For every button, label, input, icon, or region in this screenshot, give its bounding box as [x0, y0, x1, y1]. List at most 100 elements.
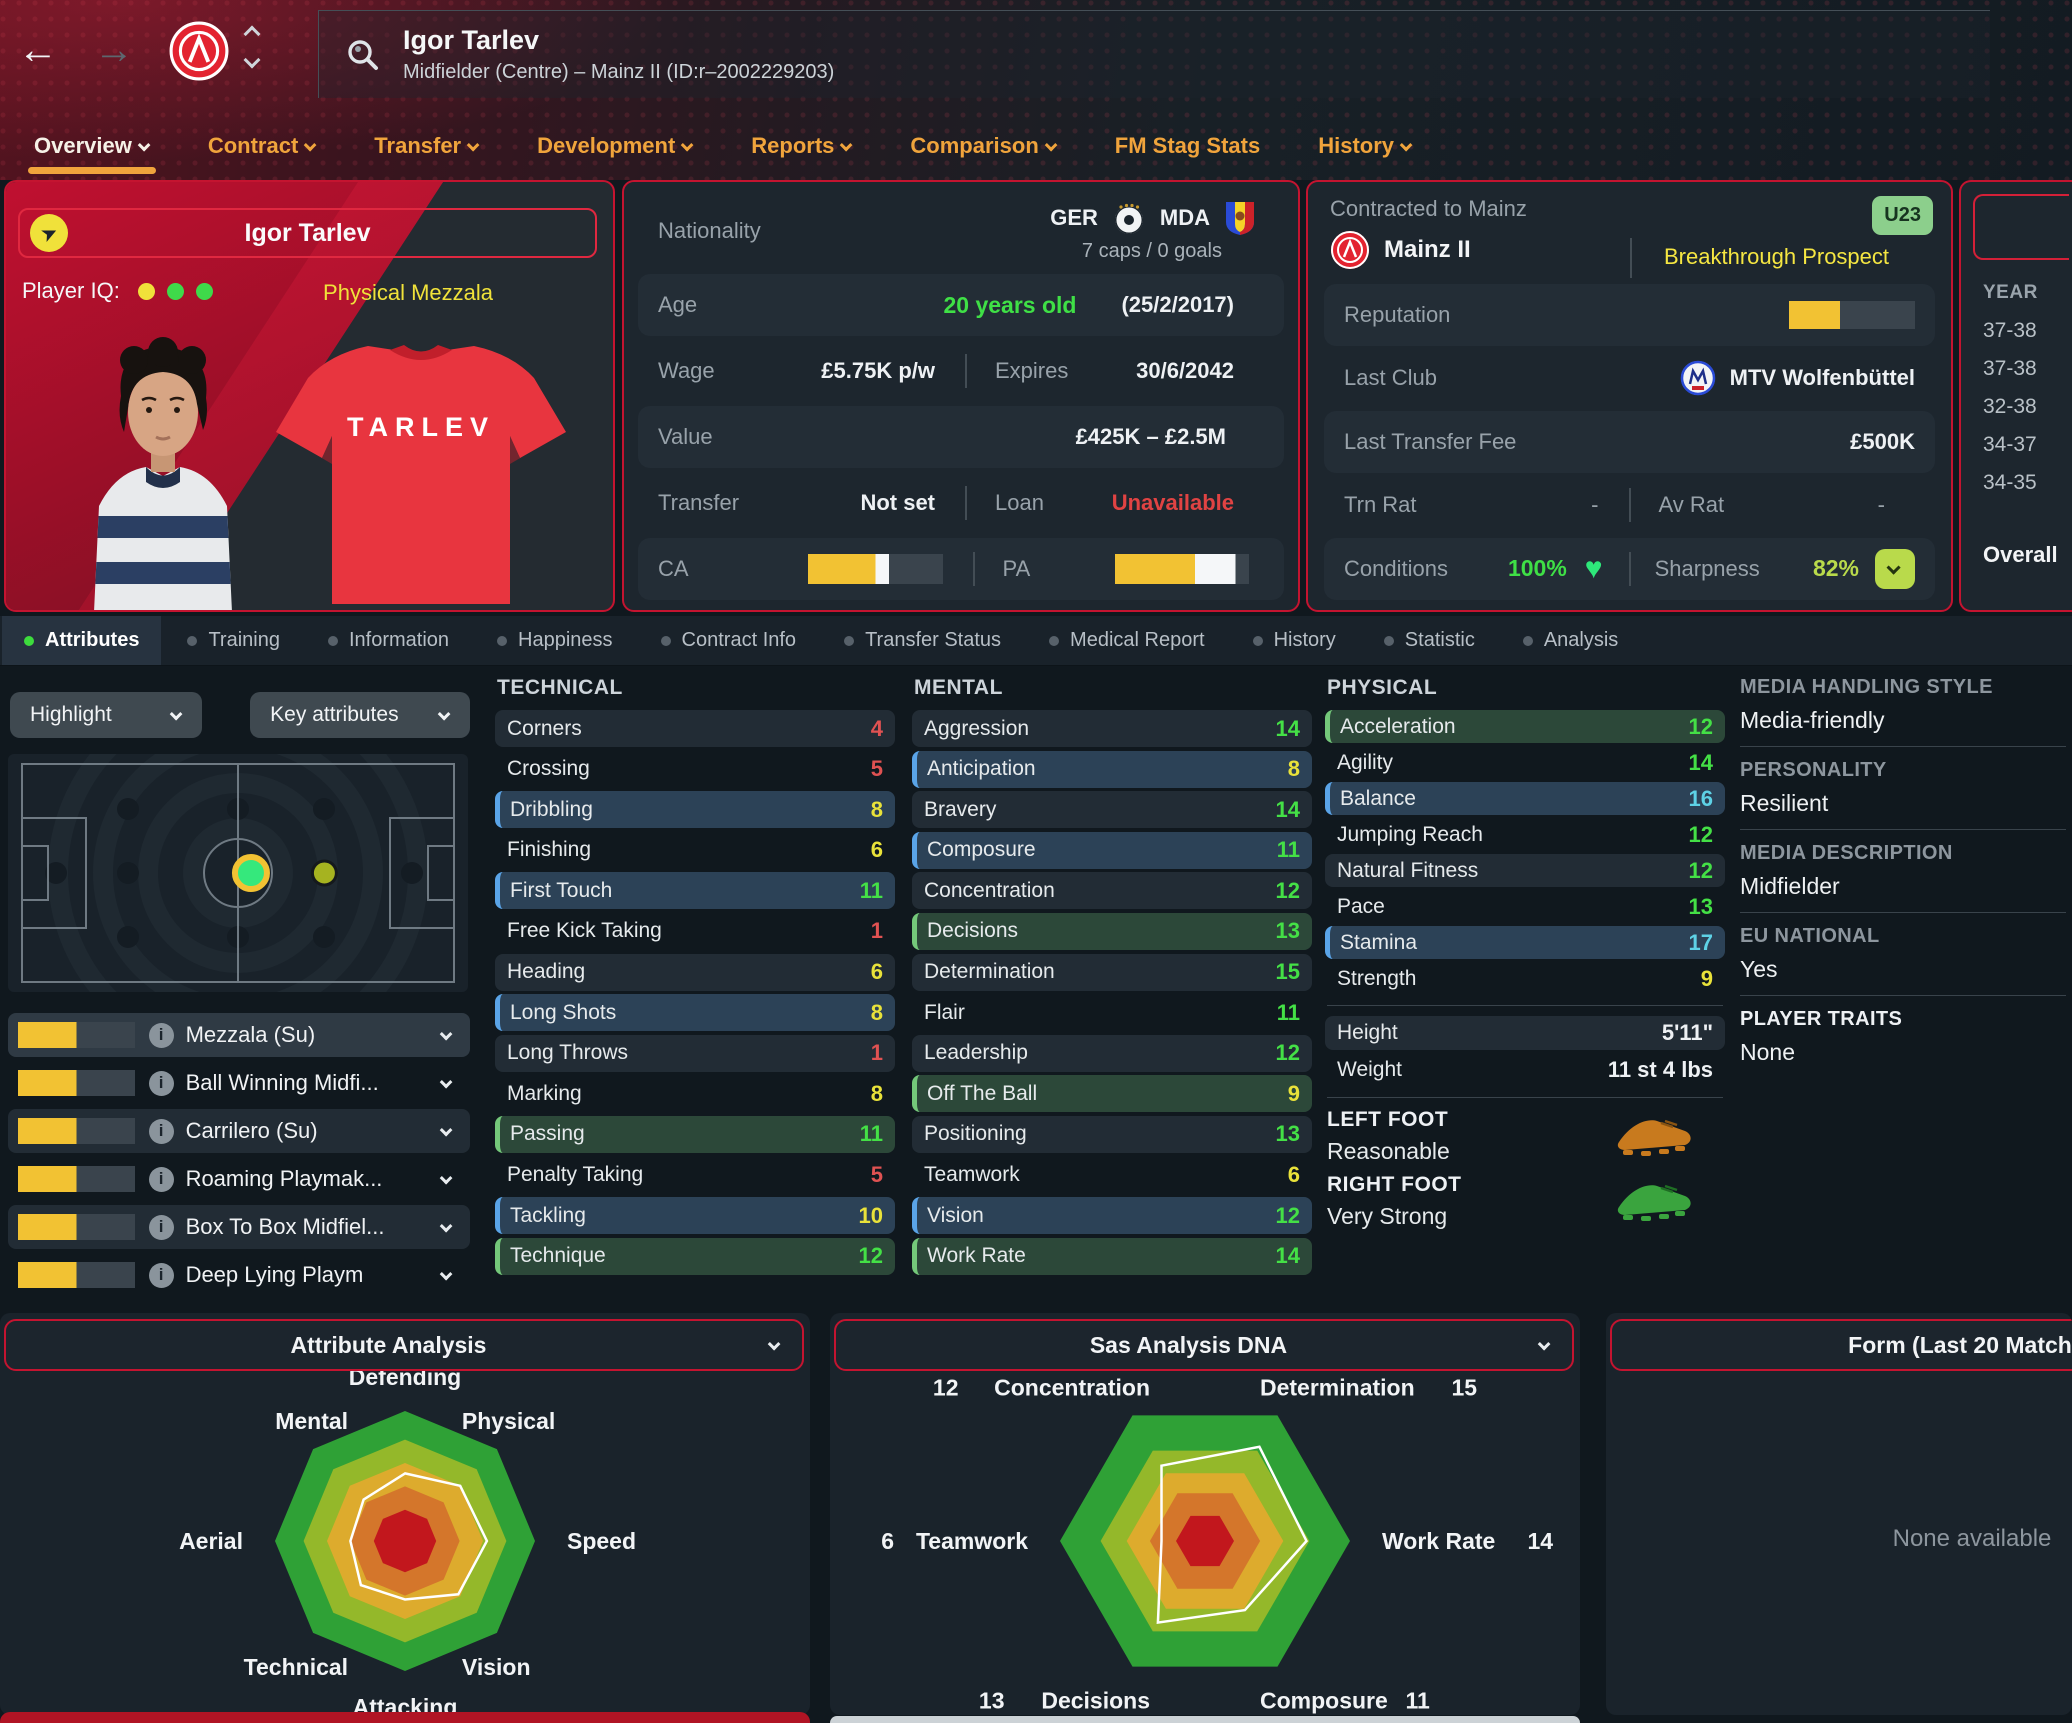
chevron-down-icon[interactable] — [439, 1267, 453, 1280]
highlight-dropdown[interactable]: Highlight — [10, 692, 203, 738]
section-tab-label: Attributes — [45, 629, 140, 651]
tab-label: Transfer — [374, 133, 462, 158]
section-tab-history[interactable]: History — [1231, 616, 1358, 665]
star-icon: ★ — [808, 554, 835, 584]
tab-status-dot-icon — [497, 635, 508, 646]
chevron-down-icon[interactable] — [439, 1219, 453, 1232]
left-foot-value: Reasonable — [1327, 1138, 1450, 1164]
attribute-value: 17 — [1688, 929, 1713, 955]
contract-header: Contracted to Mainz Mainz II Breakthroug… — [1324, 192, 1935, 282]
chevron-down-icon[interactable] — [439, 1027, 453, 1040]
info-icon[interactable]: i — [148, 1214, 174, 1240]
attribute-value: 10 — [858, 1202, 883, 1228]
attribute-value: 14 — [1275, 796, 1300, 822]
primary-position-dot[interactable] — [231, 854, 270, 892]
section-tab-statistic[interactable]: Statistic — [1362, 616, 1497, 665]
radar-band — [1176, 1515, 1234, 1567]
section-tab-analysis[interactable]: Analysis — [1501, 616, 1640, 665]
star-icon: ★ — [64, 1069, 88, 1096]
divider — [1740, 829, 2066, 830]
section-tab-happiness[interactable]: Happiness — [475, 616, 635, 665]
search-bar[interactable]: Igor Tarlev Midfielder (Centre) – Mainz … — [318, 10, 1990, 98]
info-icon[interactable]: i — [148, 1118, 174, 1144]
year-selector-box[interactable] — [1973, 194, 2069, 260]
club-name[interactable]: Mainz II — [1384, 236, 1471, 263]
back-button[interactable]: ← — [10, 22, 66, 78]
profile-value-player-traits: None — [1740, 1039, 1795, 1065]
radar-axis-text: Teamwork — [916, 1528, 1028, 1554]
info-icon[interactable]: i — [148, 1166, 174, 1192]
chevron-down-icon — [169, 707, 183, 720]
star-icon: ★ — [111, 1165, 135, 1192]
tab-contract[interactable]: Contract — [208, 118, 317, 174]
tab-overview[interactable]: Overview — [28, 118, 156, 174]
tab-development[interactable]: Development — [537, 118, 694, 174]
attribute-row-first-touch: First Touch 11 — [495, 872, 895, 910]
conditions-label: Conditions — [1344, 555, 1448, 581]
section-tab-information[interactable]: Information — [306, 616, 471, 665]
attribute-row-agility: Agility 14 — [1325, 746, 1725, 779]
chevron-down-icon[interactable] — [439, 1123, 453, 1136]
info-icon[interactable]: i — [148, 1022, 174, 1048]
info-icon[interactable]: i — [148, 1262, 174, 1288]
attribute-row-strength: Strength 9 — [1325, 962, 1725, 995]
section-tab-training[interactable]: Training — [165, 616, 302, 665]
tab-transfer[interactable]: Transfer — [374, 118, 480, 174]
technical-header: TECHNICAL — [497, 676, 623, 699]
physical-attributes-column: PHYSICAL Acceleration 12 Agility 14 Balance 1… — [1325, 676, 1725, 1236]
form-dropdown[interactable]: Form (Last 20 Match — [1610, 1319, 2072, 1371]
value-value: £425K – £2.5M — [1075, 424, 1226, 449]
year-rows: 37-38 37-38 32-38 34-37 34-35 — [1961, 312, 2072, 502]
section-tab-medical-report[interactable]: Medical Report — [1027, 616, 1227, 665]
chevron-down-icon — [466, 138, 480, 151]
info-icon[interactable]: i — [148, 1070, 174, 1096]
weight-row: Weight 11 st 4 lbs — [1325, 1053, 1725, 1087]
highlight-dropdown-label: Highlight — [30, 703, 112, 726]
attribute-name: Heading — [507, 960, 586, 984]
dob-value: (25/2/2017) — [1121, 292, 1234, 317]
attribute-name: Technique — [510, 1244, 606, 1268]
expires-value: 30/6/2042 — [1136, 358, 1234, 383]
attribute-name: Stamina — [1340, 930, 1418, 954]
dna-analysis-dropdown[interactable]: Sas Analysis DNA — [834, 1319, 1574, 1371]
tab-fm-stag-stats[interactable]: FM Stag Stats — [1115, 118, 1260, 174]
forward-button[interactable]: → — [86, 22, 142, 78]
attribute-value: 8 — [1287, 756, 1300, 782]
chevron-down-icon[interactable] — [439, 1171, 453, 1184]
attribute-name: Free Kick Taking — [507, 919, 662, 943]
role-stars: ★★★★★ — [18, 1069, 135, 1097]
attribute-row-crossing: Crossing 5 — [495, 751, 895, 788]
form-empty-state: None available — [1892, 1525, 2052, 1552]
tab-history[interactable]: History — [1318, 118, 1413, 174]
tab-reports[interactable]: Reports — [751, 118, 853, 174]
attribute-analysis-dropdown[interactable]: Attribute Analysis — [4, 1319, 804, 1371]
section-tab-transfer-status[interactable]: Transfer Status — [822, 616, 1023, 665]
loan-label: Loan — [995, 490, 1044, 515]
section-tab-attributes[interactable]: Attributes — [2, 616, 162, 665]
secondary-position-dot[interactable] — [310, 859, 338, 887]
player-switcher[interactable] — [243, 25, 261, 69]
chevron-down-icon[interactable] — [439, 1075, 453, 1088]
attribute-row-passing: Passing 11 — [495, 1115, 895, 1153]
mental-attributes-column: MENTAL Aggression 14 Anticipation 8 Bravery 1… — [912, 676, 1312, 1278]
mental-header: MENTAL — [914, 676, 1003, 699]
club-badge-icon[interactable] — [168, 20, 230, 82]
tab-status-dot-icon — [187, 635, 198, 646]
page-title: Igor Tarlev — [403, 25, 540, 55]
divider — [1740, 912, 2066, 913]
key-attributes-dropdown[interactable]: Key attributes — [250, 692, 470, 738]
current-ability-stars: ★★★★★ — [808, 554, 973, 584]
last-club-name[interactable]: MTV Wolfenbüttel — [1729, 365, 1915, 391]
attribute-row-flair: Flair 11 — [912, 994, 1312, 1031]
tab-comparison[interactable]: Comparison — [910, 118, 1058, 174]
position-pitch-map[interactable] — [8, 683, 468, 1063]
wage-expires-row: Wage £5.75K p/w Expires 30/6/2042 — [638, 340, 1284, 402]
radar-axis-text: Aerial — [179, 1528, 243, 1554]
section-tab-contract-info[interactable]: Contract Info — [639, 616, 819, 665]
